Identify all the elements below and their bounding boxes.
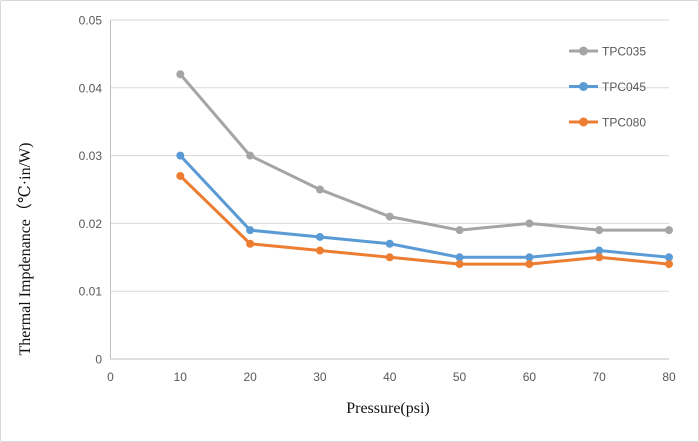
y-axis-title: Thermal Impdenance（℃·in/W) (16, 143, 34, 356)
x-tick-label: 70 (593, 370, 607, 384)
legend-point-marker (579, 117, 588, 127)
x-tick-label: 40 (383, 370, 397, 384)
legend-item-TPC045: TPC045 (569, 80, 646, 94)
x-tick-label: 20 (243, 370, 257, 384)
series-point-TPC080 (665, 260, 673, 269)
y-tick-label: 0.04 (79, 81, 103, 95)
y-tick-label: 0.05 (79, 14, 103, 28)
series-point-TPC080 (315, 246, 324, 255)
x-tick-label: 30 (313, 370, 327, 384)
series-line-TPC080 (178, 174, 671, 266)
series-point-TPC035 (525, 219, 534, 228)
series-point-TPC045 (385, 239, 394, 248)
series-point-TPC080 (525, 260, 534, 269)
legend-point-marker (579, 82, 588, 91)
y-tick-label: 0.01 (79, 285, 103, 299)
series-point-TPC080 (246, 239, 255, 248)
data-series (176, 70, 673, 269)
series-point-TPC080 (455, 260, 464, 269)
series-point-TPC035 (315, 185, 324, 194)
series-line-TPC045 (178, 154, 671, 259)
series-point-TPC035 (665, 226, 673, 235)
x-tick-label: 60 (523, 370, 537, 384)
series-point-TPC045 (595, 246, 604, 255)
legend-item-TPC080: TPC080 (569, 116, 646, 130)
y-tick-label: 0 (95, 353, 102, 367)
x-axis-tick-labels: 0 10 20 30 40 50 60 70 80 (107, 370, 676, 384)
series-point-TPC045 (176, 151, 185, 160)
series-point-TPC080 (595, 253, 604, 262)
series-point-TPC035 (595, 226, 604, 235)
legend: TPC035 TPC045 TPC080 (569, 45, 646, 130)
series-point-TPC035 (176, 70, 185, 79)
legend-label: TPC035 (602, 45, 646, 59)
legend-label: TPC080 (602, 116, 646, 130)
series-point-TPC045 (315, 232, 324, 241)
series-point-TPC080 (385, 253, 394, 262)
series-point-TPC035 (246, 151, 255, 160)
legend-point-marker (579, 46, 588, 56)
series-point-TPC035 (385, 212, 394, 221)
y-axis-tick-labels: 0 0.01 0.02 0.03 0.04 0.05 (79, 14, 103, 367)
series-point-TPC080 (176, 171, 185, 180)
series-point-TPC045 (246, 226, 255, 235)
legend-item-TPC035: TPC035 (569, 45, 646, 59)
series-point-TPC045 (455, 253, 464, 262)
series-line-TPC035 (178, 72, 671, 232)
series-point-TPC045 (665, 253, 673, 262)
x-tick-label: 0 (107, 370, 114, 384)
x-tick-label: 10 (174, 370, 188, 384)
series-point-TPC045 (525, 253, 534, 262)
axes (110, 20, 669, 360)
y-tick-label: 0.03 (79, 149, 103, 163)
x-axis-title: Pressure(psi) (346, 400, 430, 417)
y-tick-label: 0.02 (79, 217, 103, 231)
series-point-TPC035 (455, 226, 464, 235)
x-tick-label: 80 (662, 370, 676, 384)
legend-label: TPC045 (602, 80, 646, 94)
x-tick-label: 50 (453, 370, 467, 384)
